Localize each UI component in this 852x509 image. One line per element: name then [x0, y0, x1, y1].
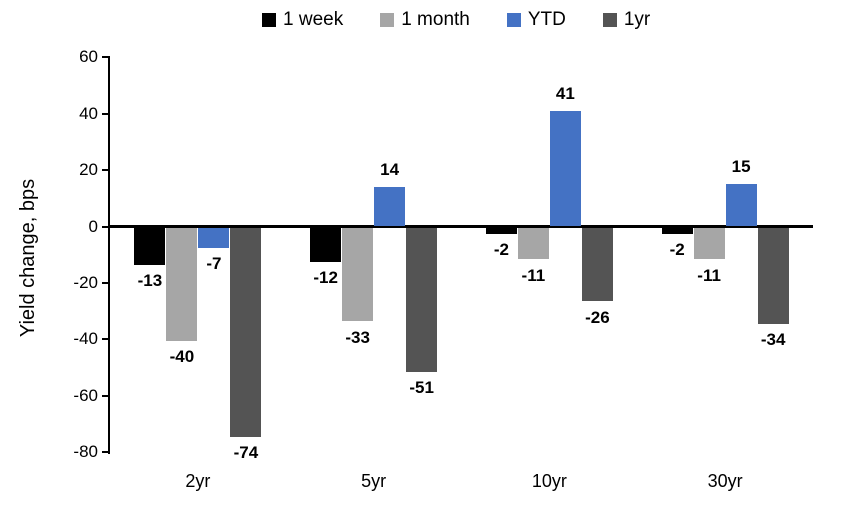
chart-legend: 1 week 1 month YTD 1yr [262, 9, 650, 31]
zero-baseline [108, 225, 813, 228]
legend-label: YTD [527, 9, 566, 30]
y-axis-tick [102, 112, 109, 115]
y-axis-tick-label: 40 [79, 103, 98, 123]
y-axis-tick [102, 225, 109, 228]
bar-value-label: -7 [206, 254, 222, 274]
bar-1-month-2yr [166, 228, 198, 341]
bar-1-month-30yr [693, 228, 725, 260]
y-axis-tick [102, 56, 109, 59]
legend-label: 1 week [283, 9, 344, 30]
legend-item-ytd: YTD [506, 9, 566, 31]
bar-1-week-30yr [661, 228, 693, 234]
bar-value-label: -12 [313, 268, 338, 288]
bar-value-label: 14 [380, 160, 400, 180]
y-axis-tick-label: 60 [79, 47, 98, 67]
y-axis-tick [102, 169, 109, 172]
bar-1-month-10yr [517, 228, 549, 260]
legend-swatch-icon [506, 13, 521, 27]
bar-ytd-2yr [198, 228, 230, 248]
legend-item-1-month: 1 month [380, 9, 470, 31]
bar-1yr-30yr [757, 228, 789, 324]
bar-1-month-5yr [342, 228, 374, 322]
category-label-10yr: 10yr [531, 471, 567, 491]
bar-value-label: 15 [731, 157, 751, 177]
legend-label: 1yr [623, 9, 651, 30]
bar-value-label: -2 [669, 240, 685, 260]
y-axis-tick [102, 281, 109, 284]
y-axis-tick-label: 0 [88, 216, 98, 236]
bar-value-label: -33 [345, 327, 370, 347]
category-label-30yr: 30yr [707, 471, 743, 491]
bar-1-week-2yr [134, 228, 166, 265]
bar-value-label: 41 [555, 83, 575, 103]
y-axis-tick-label: -60 [73, 385, 98, 405]
y-axis-tick-label: -40 [73, 329, 98, 349]
y-axis-tick [102, 451, 109, 454]
y-axis-line [108, 56, 110, 454]
y-axis-tick-label: -80 [73, 442, 98, 462]
bar-1yr-10yr [581, 228, 613, 302]
category-label-2yr: 2yr [185, 471, 211, 491]
y-axis-tick-label: 20 [79, 160, 98, 180]
bar-value-label: -51 [409, 378, 434, 398]
bar-value-label: -40 [169, 347, 195, 367]
bar-value-label: -26 [585, 307, 610, 327]
legend-swatch-icon [380, 13, 395, 27]
bar-1yr-5yr [406, 228, 438, 372]
bar-value-label: -34 [760, 330, 786, 350]
legend-item-1yr: 1yr [602, 9, 651, 31]
y-axis-title: Yield change, bps [17, 178, 39, 338]
bar-1yr-2yr [230, 228, 262, 437]
bar-ytd-30yr [725, 184, 757, 227]
bar-ytd-10yr [549, 110, 581, 227]
legend-swatch-icon [602, 13, 617, 27]
y-axis-tick-label: -20 [73, 272, 98, 292]
bar-value-label: -11 [697, 265, 721, 285]
y-axis-tick [102, 394, 109, 397]
legend-swatch-icon [262, 13, 276, 27]
bar-1-week-5yr [310, 228, 342, 262]
category-label-5yr: 5yr [361, 471, 387, 491]
bar-value-label: -74 [233, 443, 259, 463]
bar-1-week-10yr [485, 228, 517, 234]
bar-ytd-5yr [374, 187, 406, 227]
legend-label: 1 month [401, 9, 470, 30]
legend-item-1-week: 1 week [262, 9, 343, 31]
y-axis-tick [102, 338, 109, 341]
bar-value-label: -11 [521, 265, 546, 285]
bar-value-label: -13 [137, 271, 163, 291]
bar-value-label: -2 [493, 240, 509, 260]
